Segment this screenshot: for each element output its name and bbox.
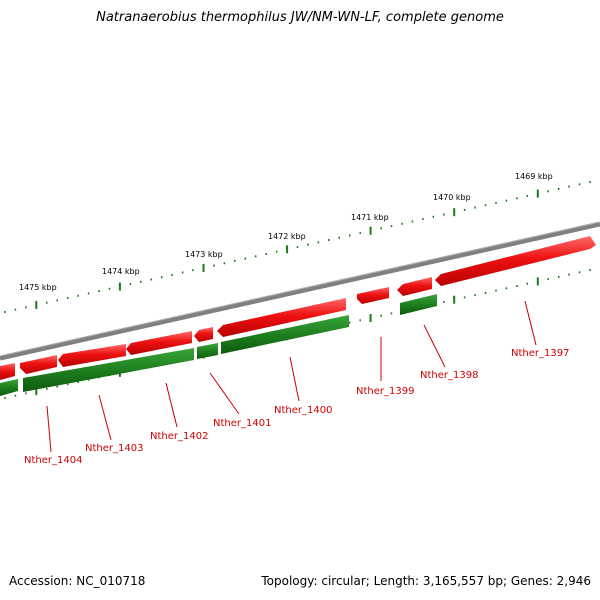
kbp-label: 1473 kbp	[185, 250, 223, 259]
genome-summary: Topology: circular; Length: 3,165,557 bp…	[261, 574, 591, 588]
kbp-label: 1469 kbp	[515, 172, 553, 181]
gene-forward[interactable]	[194, 327, 213, 342]
gene-label[interactable]: Nther_1397	[511, 348, 569, 359]
kbp-label: 1474 kbp	[102, 267, 140, 276]
gene-forward[interactable]	[58, 344, 126, 367]
gene-label[interactable]: Nther_1400	[274, 405, 332, 416]
gene-reverse[interactable]	[23, 348, 194, 392]
gene-label[interactable]: Nther_1402	[150, 431, 208, 442]
kbp-label: 1475 kbp	[19, 283, 57, 292]
gene-reverse[interactable]	[197, 343, 218, 359]
gene-label[interactable]: Nther_1404	[24, 455, 82, 466]
forward-genes	[0, 236, 596, 380]
label-leaders	[46, 300, 537, 453]
gene-forward[interactable]	[20, 355, 57, 374]
kbp-labels: 1469 kbp 1470 kbp 1471 kbp 1472 kbp 1473…	[19, 172, 553, 292]
kbp-label: 1471 kbp	[351, 213, 389, 222]
kbp-scale	[4, 181, 591, 313]
genome-backbone	[0, 221, 600, 361]
gene-forward[interactable]	[217, 298, 346, 337]
gene-forward[interactable]	[357, 287, 389, 304]
kbp-label: 1470 kbp	[433, 193, 471, 202]
reverse-genes	[0, 294, 437, 396]
kbp-label: 1472 kbp	[268, 232, 306, 241]
accession-text: Accession: NC_010718	[9, 574, 146, 588]
gene-labels: Nther_1397 Nther_1398 Nther_1399 Nther_1…	[24, 348, 569, 466]
gene-reverse[interactable]	[0, 379, 18, 396]
backbone-highlight	[0, 221, 600, 357]
gene-label[interactable]: Nther_1398	[420, 370, 478, 381]
gene-label[interactable]: Nther_1399	[356, 386, 414, 397]
map-title: Natranaerobius thermophilus JW/NM-WN-LF,…	[96, 10, 504, 25]
gene-reverse[interactable]	[400, 294, 437, 315]
gene-forward[interactable]	[397, 277, 432, 296]
gene-forward[interactable]	[0, 363, 15, 380]
gene-label[interactable]: Nther_1403	[85, 443, 143, 454]
gene-label[interactable]: Nther_1401	[213, 418, 271, 429]
gene-forward[interactable]	[435, 236, 596, 286]
gene-forward[interactable]	[126, 331, 192, 355]
gene-reverse[interactable]	[221, 315, 349, 354]
